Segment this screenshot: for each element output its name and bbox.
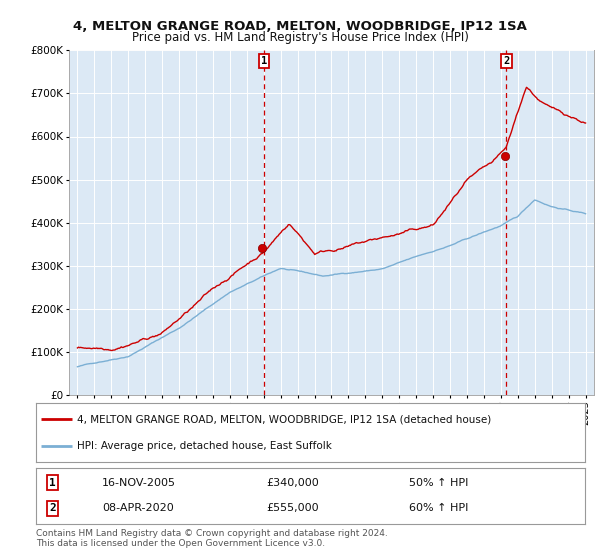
Text: 50% ↑ HPI: 50% ↑ HPI	[409, 478, 469, 488]
Text: £340,000: £340,000	[266, 478, 319, 488]
Text: HPI: Average price, detached house, East Suffolk: HPI: Average price, detached house, East…	[77, 441, 332, 451]
Text: 1: 1	[260, 56, 267, 66]
Text: 16-NOV-2005: 16-NOV-2005	[102, 478, 176, 488]
Text: This data is licensed under the Open Government Licence v3.0.: This data is licensed under the Open Gov…	[36, 539, 325, 548]
Text: 2: 2	[503, 56, 509, 66]
Text: 4, MELTON GRANGE ROAD, MELTON, WOODBRIDGE, IP12 1SA: 4, MELTON GRANGE ROAD, MELTON, WOODBRIDG…	[73, 20, 527, 32]
Text: 60% ↑ HPI: 60% ↑ HPI	[409, 503, 469, 514]
Text: 2: 2	[49, 503, 56, 514]
Text: 1: 1	[49, 478, 56, 488]
Text: £555,000: £555,000	[266, 503, 319, 514]
Text: 4, MELTON GRANGE ROAD, MELTON, WOODBRIDGE, IP12 1SA (detached house): 4, MELTON GRANGE ROAD, MELTON, WOODBRIDG…	[77, 414, 491, 424]
Text: 08-APR-2020: 08-APR-2020	[102, 503, 173, 514]
Text: Contains HM Land Registry data © Crown copyright and database right 2024.: Contains HM Land Registry data © Crown c…	[36, 529, 388, 538]
Text: Price paid vs. HM Land Registry's House Price Index (HPI): Price paid vs. HM Land Registry's House …	[131, 31, 469, 44]
